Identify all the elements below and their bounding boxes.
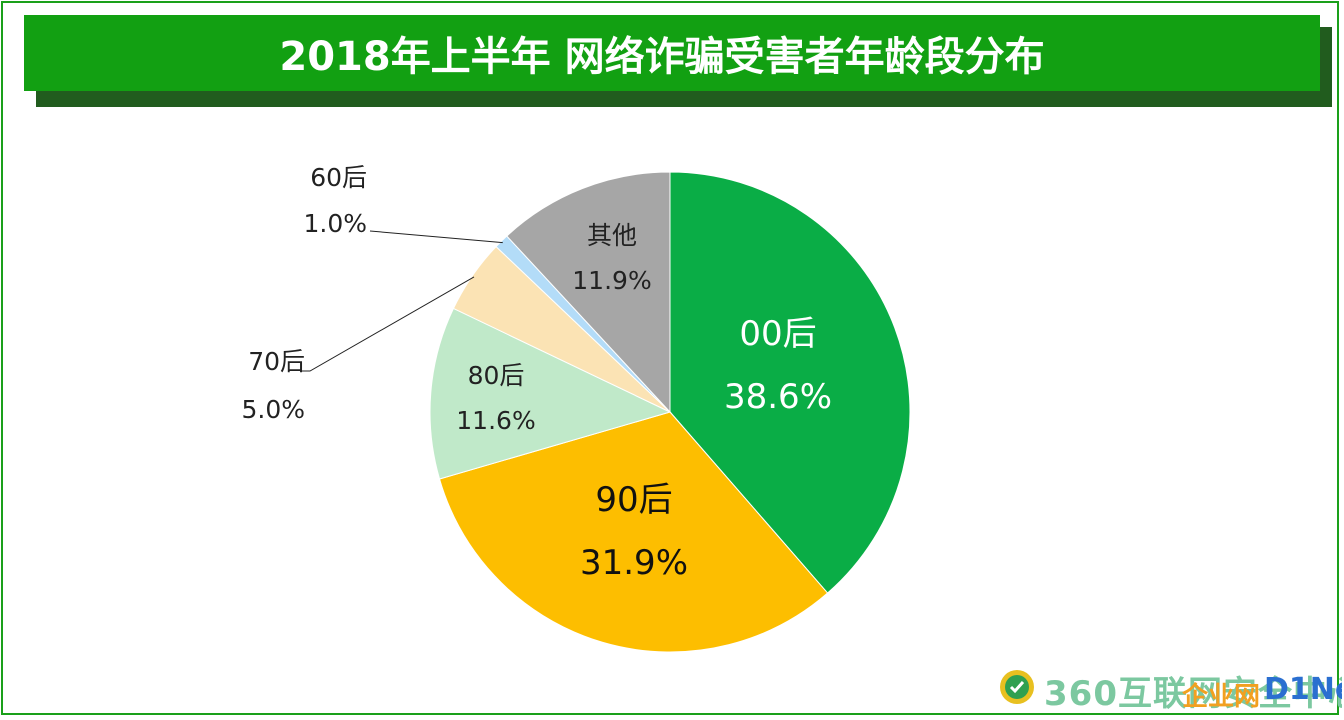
slice-label: 70后 [248, 347, 305, 376]
slice-label: 其他 [587, 221, 637, 250]
pie-slice [506, 171, 671, 414]
slice-value-label: 38.6% [724, 377, 832, 417]
slice-label: 60后 [310, 163, 367, 192]
leader-line [369, 230, 503, 244]
slice-label: 90后 [595, 480, 672, 520]
slice-label: 00后 [739, 314, 816, 354]
slice-value-label: 1.0% [303, 209, 367, 238]
logo-shield-icon [1000, 670, 1034, 704]
slice-value-label: 11.9% [572, 266, 651, 295]
slice-value-label: 11.6% [456, 406, 535, 435]
pie-slice [429, 307, 672, 480]
watermark-left: 企业网 [1182, 682, 1261, 712]
leader-line [300, 276, 475, 372]
watermark-right: D1Net [1264, 672, 1342, 707]
slice-label: 80后 [468, 361, 525, 390]
pie-slice [438, 411, 829, 653]
slice-value-label: 31.9% [580, 543, 688, 583]
chart-title: 2018年上半年 网络诈骗受害者年龄段分布 [279, 34, 1045, 80]
logo: 360互联网安全中心 企业网 D1Net [996, 664, 1342, 714]
pie-slice [669, 171, 911, 594]
slice-value-label: 5.0% [241, 395, 305, 424]
logo-text: 360互联网安全中心 [1044, 674, 1342, 714]
title-bar: 2018年上半年 网络诈骗受害者年龄段分布 [24, 15, 1320, 91]
